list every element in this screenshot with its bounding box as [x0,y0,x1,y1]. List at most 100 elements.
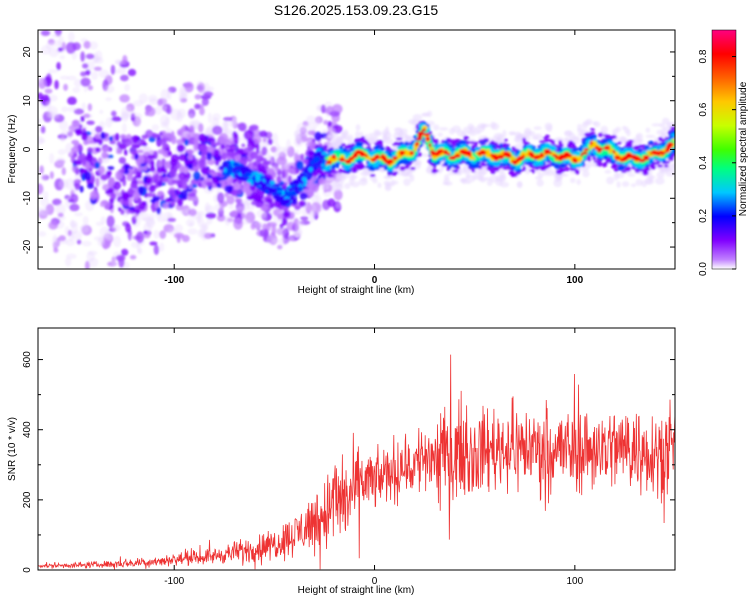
heat-cell [649,163,655,167]
heat-cell [83,171,92,181]
heat-cell [100,131,105,140]
heat-cell [545,134,550,139]
heat-cell [617,141,622,145]
heat-cell [606,176,615,185]
heat-cell [188,222,194,228]
heat-cell [437,132,443,137]
heat-cell [120,74,129,82]
heat-cell [659,122,666,128]
heat-cell [602,149,609,155]
heat-cell [137,162,142,168]
heat-cell [168,228,177,236]
heat-cell [331,170,339,174]
heat-cell [57,212,64,218]
heat-cell [649,141,654,145]
heat-cell [118,143,127,150]
heat-cell [592,156,597,161]
heat-cell [93,56,101,62]
heat-cell [442,181,447,185]
heat-cell [224,185,233,193]
heat-cell [550,139,556,145]
heat-cell [361,176,368,183]
heat-cell [502,129,507,138]
heat-cell [134,208,141,215]
heat-cell [255,143,260,154]
heat-cell [294,205,301,211]
heat-cell [355,124,361,131]
heat-cell [496,134,504,142]
heat-cell [98,69,110,79]
heat-cell [192,171,201,181]
heat-cell [578,162,584,167]
heat-cell [137,185,145,195]
heat-cell [462,140,468,144]
heat-cell [379,146,385,151]
heat-cell [456,129,465,137]
heat-cell [141,134,149,140]
heat-cell [604,169,612,174]
heat-cell [484,139,488,143]
heat-cell [216,192,225,204]
heat-cell [660,132,667,137]
heat-cell [621,181,630,188]
heat-cell [414,159,420,166]
heat-cell [379,151,384,155]
heat-cell [83,40,91,49]
heat-cell [307,130,314,136]
heat-cell [453,159,460,162]
heat-cell [550,162,556,166]
heat-cell [51,33,62,38]
heat-cell [154,201,160,209]
heat-cell [57,47,63,52]
heat-cell [47,69,59,74]
heat-cell [598,132,603,138]
heat-cell [52,198,62,206]
heat-cell [602,155,609,160]
heat-cell [397,129,404,138]
heat-cell [308,150,314,154]
heat-cell [281,169,286,179]
heat-cell [180,189,188,200]
heat-cell [237,122,247,132]
heat-cell [433,124,440,131]
heat-cell [269,202,275,209]
heat-cell [670,126,675,130]
heat-cell [270,146,278,153]
heat-cell [162,173,167,178]
heat-cell [249,151,258,160]
heat-cell [179,173,184,181]
heat-cell [412,113,423,121]
heat-cell [164,132,173,138]
heat-cell [233,217,243,230]
heat-cell [105,240,111,247]
heat-cell [623,147,629,153]
heat-cell [327,198,336,208]
heat-cell [618,136,627,142]
heat-cell [73,79,83,88]
heat-cell [184,81,194,93]
heat-cell [308,141,317,150]
heat-cell [596,161,604,167]
heat-cell [480,163,487,167]
heat-cell [627,173,636,177]
heat-cell [509,131,516,136]
heat-cell [111,116,122,122]
heat-cell [123,201,130,207]
heat-cell [619,166,625,171]
heat-cell [153,244,160,256]
heat-cell [116,149,123,155]
heat-cell [335,140,345,145]
heat-cell [603,163,608,167]
heat-cell [527,144,532,149]
heat-cell [71,51,78,60]
heat-cell [135,149,144,154]
heat-cell [258,157,267,162]
heat-cell [571,164,577,169]
heat-cell [177,128,184,136]
heat-cell [546,163,552,168]
heat-cell [102,175,107,181]
heat-cell [87,147,93,153]
heat-cell [188,192,197,198]
heat-cell [109,136,114,142]
